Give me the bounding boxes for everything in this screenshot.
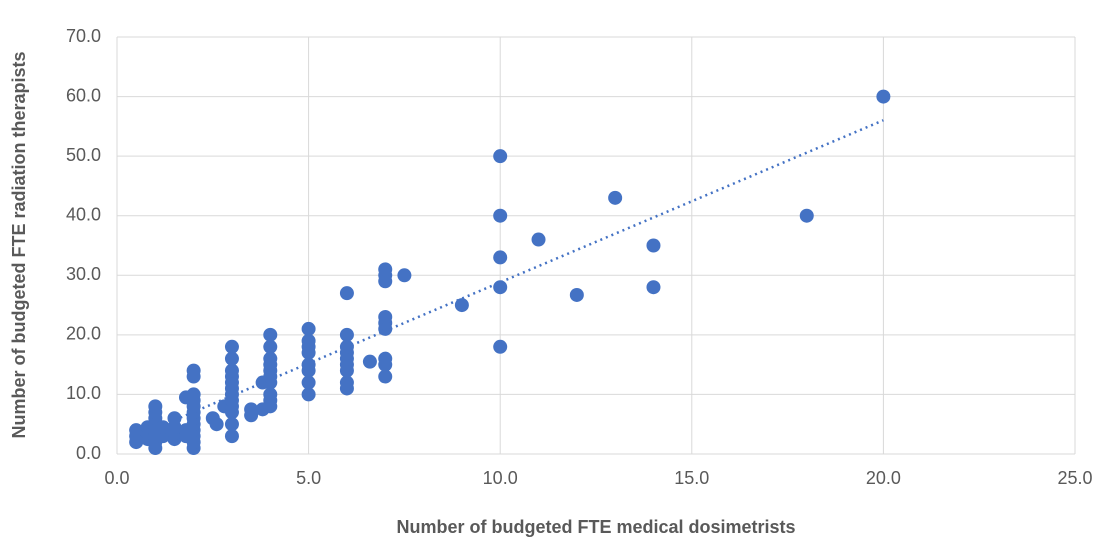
point xyxy=(876,89,891,104)
point xyxy=(224,429,239,444)
point xyxy=(378,351,393,366)
point xyxy=(301,333,316,348)
y-tick-label: 50.0 xyxy=(66,145,101,165)
point xyxy=(224,339,239,354)
x-axis-title: Number of budgeted FTE medical dosimetri… xyxy=(396,517,795,537)
point xyxy=(531,232,546,247)
point xyxy=(799,208,814,223)
point xyxy=(493,339,508,354)
point xyxy=(263,351,278,366)
y-tick-label: 20.0 xyxy=(66,324,101,344)
y-tick-label: 70.0 xyxy=(66,26,101,46)
point xyxy=(493,250,508,265)
point xyxy=(301,387,316,402)
trendline xyxy=(135,119,884,438)
point xyxy=(339,375,354,390)
y-tick-label: 0.0 xyxy=(76,443,101,463)
point xyxy=(155,420,170,435)
point xyxy=(301,321,316,336)
y-tick-label: 10.0 xyxy=(66,383,101,403)
point xyxy=(362,354,377,369)
point xyxy=(339,339,354,354)
point xyxy=(224,417,239,432)
point xyxy=(129,423,144,438)
point xyxy=(378,369,393,384)
point xyxy=(378,309,393,324)
x-tick-label: 25.0 xyxy=(1057,468,1092,488)
y-axis-title: Number of budgeted FTE radiation therapi… xyxy=(9,51,29,438)
point xyxy=(263,327,278,342)
y-tick-label: 30.0 xyxy=(66,264,101,284)
x-tick-label: 20.0 xyxy=(866,468,901,488)
point xyxy=(148,399,163,414)
point xyxy=(301,357,316,372)
point xyxy=(224,351,239,366)
point xyxy=(608,190,623,205)
point xyxy=(569,287,584,302)
point xyxy=(224,363,239,378)
point xyxy=(186,363,201,378)
y-tick-label: 40.0 xyxy=(66,204,101,224)
x-tick-label: 5.0 xyxy=(296,468,321,488)
point xyxy=(244,402,259,417)
point xyxy=(378,262,393,277)
point xyxy=(493,149,508,164)
point xyxy=(646,280,661,295)
point xyxy=(339,327,354,342)
point xyxy=(646,238,661,253)
x-tick-label: 15.0 xyxy=(674,468,709,488)
point xyxy=(263,387,278,402)
x-tick-label: 0.0 xyxy=(104,468,129,488)
point xyxy=(301,375,316,390)
x-tick-label: 10.0 xyxy=(483,468,518,488)
point xyxy=(397,268,412,283)
point xyxy=(209,417,224,432)
point xyxy=(339,286,354,301)
point xyxy=(263,339,278,354)
point xyxy=(493,208,508,223)
point xyxy=(493,280,508,295)
point xyxy=(454,298,469,313)
y-tick-label: 60.0 xyxy=(66,85,101,105)
point xyxy=(186,387,201,402)
point xyxy=(167,411,182,426)
